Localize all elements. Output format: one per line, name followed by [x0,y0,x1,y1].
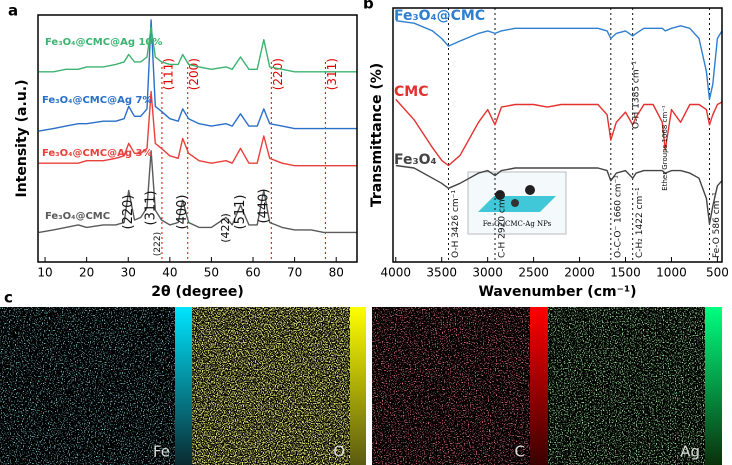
map-c-signal [372,307,530,465]
y-axis-label: Intensity (a.u.) [14,79,30,197]
series-line [38,19,357,132]
x-tick-label: 70 [287,266,302,280]
x-tick-label: 4000 [380,266,411,280]
reference-label: (311) [325,58,339,90]
series-line [395,20,723,101]
map-label: C [515,443,525,461]
x-axis-label: 2θ (degree) [151,284,243,300]
reference-label: C-H 2920 cm⁻¹ [498,191,508,258]
x-tick-label: 2000 [564,266,595,280]
x-tick-label: 30 [121,266,136,280]
series-line [395,164,723,225]
map-label: Fe [153,443,170,461]
reference-label: (200) [187,58,201,90]
series-line [38,150,357,234]
inset-label: Fe₃O₄/CMC-Ag NPs [483,220,552,228]
color-bar [350,307,366,465]
plot-frame [392,7,723,263]
inset: Fe₃O₄/CMC-Ag NPs [467,171,567,235]
x-tick-label: 2500 [518,266,549,280]
reference-label: (220) [271,58,285,90]
eds-maps: c Fe O C Ag [0,289,722,465]
x-tick-label: 50 [204,266,219,280]
x-tick-label: 60 [245,266,260,280]
reference-label: Fe-O 586 cm⁻¹ [712,192,722,258]
peak-label: (440) [256,189,271,224]
x-tick-label: 1500 [610,266,641,280]
reference-label: C-H₂ 1422 cm⁻¹ [635,187,645,258]
series-line [38,90,357,167]
chart: a (111) (200) (220) (311) Fe₃O₄@CMC Fe₃O₄@CMC@… [8,2,358,300]
map-label: O [333,443,345,461]
panel-label: b [363,0,374,13]
x-axis-label: Wavenumber (cm⁻¹) [478,284,636,300]
series-label: Fe₃O₄@CMC [394,8,485,24]
series-label: Fe₃O₄@CMC@Ag 10% [45,37,162,48]
reference-label: O-C-O⁻ 1660 cm⁻¹ [613,175,623,258]
series-label: Fe₃O₄ [394,152,437,168]
chart: b O-H 3426 cm⁻¹ C-H 2920 cm⁻¹ O-C-O⁻ 1660 c… [363,0,729,300]
peak-label: Ether Groups 1068 cm⁻¹ [661,105,669,191]
map-fe-signal [0,307,175,465]
peak-label: (400) [175,195,190,230]
color-bar [530,307,548,465]
color-bar [705,307,722,465]
reference-label: O-H 3426 cm⁻¹ [451,190,461,258]
peak-label: (422) [219,213,232,243]
series-line [38,26,357,73]
y-axis-label: Transmittance (%) [369,63,385,207]
x-tick-label: 1000 [656,266,687,280]
x-tick-label: 20 [79,266,94,280]
x-tick-label: 40 [162,266,177,280]
series-label: CMC [394,84,428,100]
map-label: Ag [680,443,700,461]
map-ag-signal [548,307,705,465]
x-tick-label: 10 [37,266,52,280]
peak-label: (222) [153,232,163,256]
x-tick-label: 3500 [426,266,457,280]
x-tick-label: 500 [706,266,729,280]
series-line [395,98,723,167]
peak-label: (220) [121,195,136,230]
x-tick-label: 80 [329,266,344,280]
series-label: Fe₃O₄@CMC [45,211,110,222]
panel-label: a [8,2,18,20]
series-label: Fe₃O₄@CMC@Ag 7% [42,95,152,106]
color-bar [175,307,192,465]
series-label: Fe₃O₄@CMC@Ag 3% [42,148,152,159]
plot-frame [37,14,358,263]
reference-label: (111) [161,58,175,90]
x-tick-label: 3000 [472,266,503,280]
panel-label: c [4,289,13,307]
peak-label: O-H 1385 cm⁻¹ [632,61,642,129]
map-o-signal [192,307,350,465]
peak-label: (311) [144,191,159,226]
peak-label: (511) [233,195,248,230]
